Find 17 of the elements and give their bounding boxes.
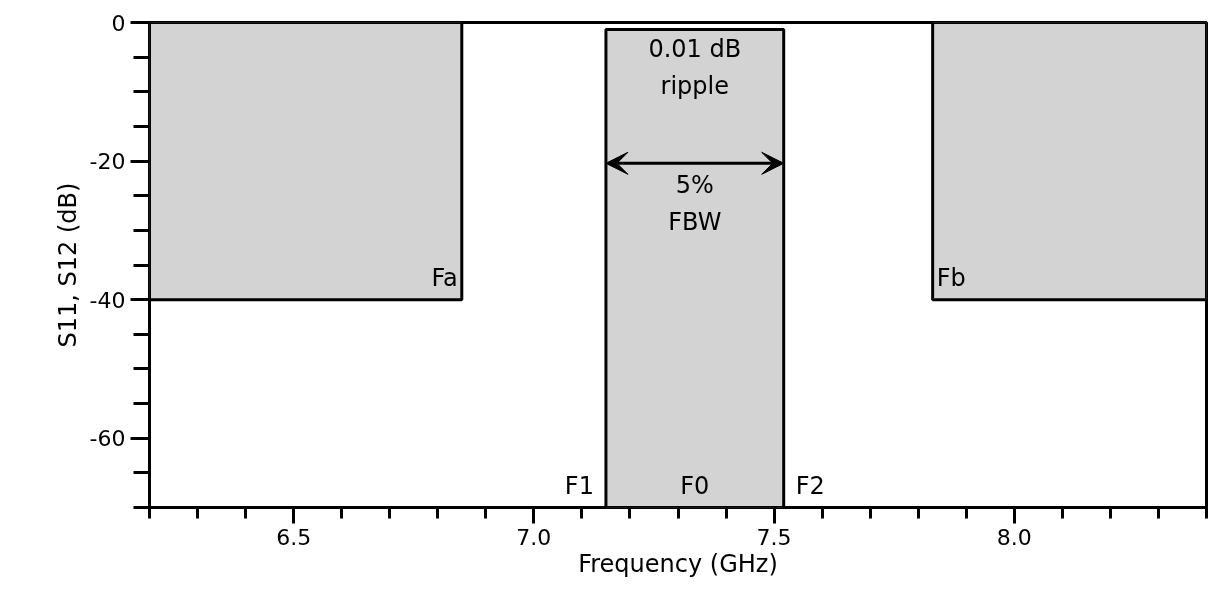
annotation: F0 <box>680 471 710 500</box>
x-tick-label: 6.5 <box>276 524 312 550</box>
x-axis-title: Frequency (GHz) <box>578 549 778 578</box>
annotation: Fa <box>431 263 458 292</box>
annotation: F2 <box>795 471 825 500</box>
annotation: 5% FBW <box>668 171 722 236</box>
annotation: Fb <box>936 263 966 292</box>
x-tick-label: 7.0 <box>516 524 552 550</box>
y-axis-title: S11, S12 (dB) <box>53 182 82 348</box>
x-tick-label: 7.5 <box>756 524 792 550</box>
annotation: 0.01 dB ripple <box>648 35 742 100</box>
y-tick-label: 0 <box>111 10 126 36</box>
x-tick-label: 8.0 <box>996 524 1032 550</box>
y-tick-label: -20 <box>89 149 126 175</box>
annotation: F1 <box>564 471 594 500</box>
y-tick-label: -60 <box>89 426 126 452</box>
y-tick-label: -40 <box>89 287 126 313</box>
